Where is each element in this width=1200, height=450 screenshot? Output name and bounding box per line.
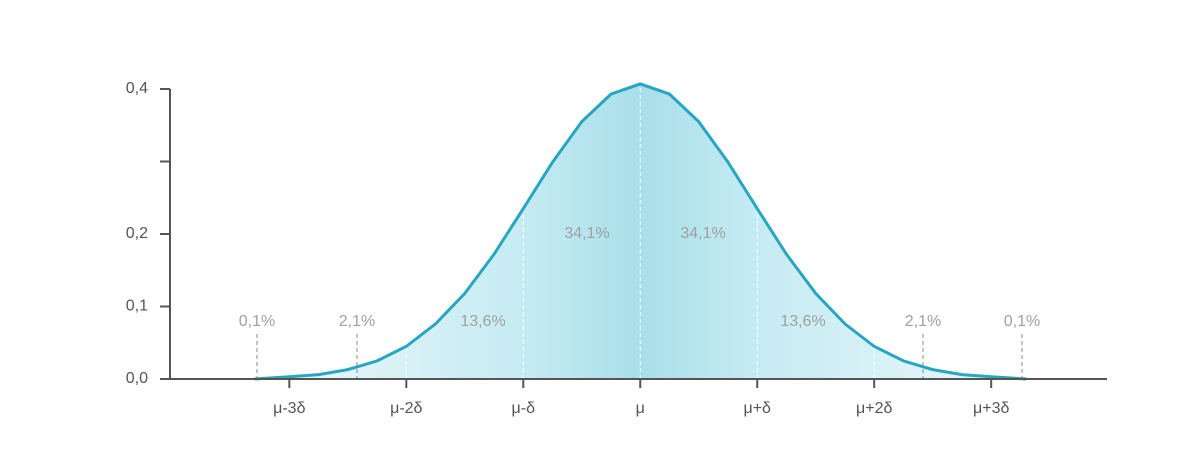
percent-label: 13,6%	[460, 313, 505, 330]
x-tick-label: μ-2δ	[390, 400, 422, 417]
x-tick-label: μ+3δ	[973, 400, 1009, 417]
x-tick-label: μ+2δ	[856, 400, 892, 417]
percent-label: 34,1%	[564, 225, 609, 242]
percent-label: 0,1%	[239, 313, 275, 330]
percent-label: 13,6%	[780, 313, 825, 330]
y-tick-label: 0,4	[126, 80, 148, 97]
y-tick-label: 0,2	[126, 225, 148, 242]
percent-label: 0,1%	[1004, 313, 1040, 330]
percent-label: 2,1%	[905, 313, 941, 330]
curve	[254, 82, 1027, 381]
percent-label: 2,1%	[339, 313, 375, 330]
percent-label: 34,1%	[680, 225, 725, 242]
x-tick-label: μ+δ	[743, 400, 771, 417]
x-tick-label: μ-3δ	[273, 400, 305, 417]
y-tick-label: 0,1	[126, 298, 148, 315]
x-tick-label: μ	[636, 400, 645, 417]
y-tick-label: 0,0	[126, 370, 148, 387]
x-tick-label: μ-δ	[512, 400, 536, 417]
